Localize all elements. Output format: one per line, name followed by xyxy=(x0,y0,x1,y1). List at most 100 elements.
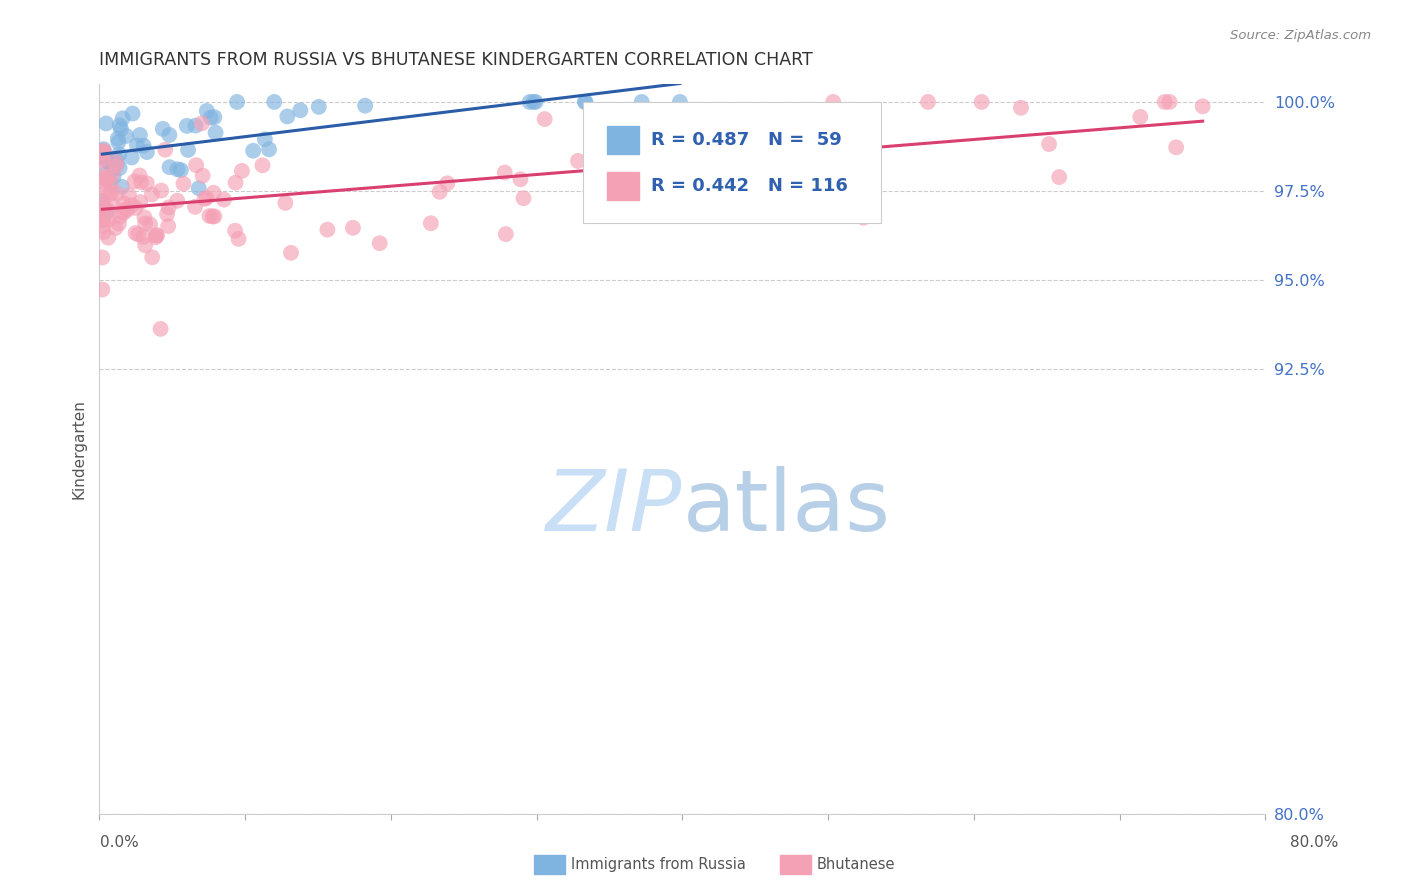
Point xyxy=(257,142,280,156)
Point xyxy=(96,172,118,186)
Point xyxy=(114,202,136,217)
Point xyxy=(93,211,115,226)
Point xyxy=(115,202,138,217)
Point xyxy=(651,172,673,186)
Text: IMMIGRANTS FROM RUSSIA VS BHUTANESE KINDERGARTEN CORRELATION CHART: IMMIGRANTS FROM RUSSIA VS BHUTANESE KIND… xyxy=(100,51,813,69)
Point xyxy=(231,164,253,178)
Point xyxy=(115,128,138,143)
Point xyxy=(669,95,692,109)
Text: ZIP: ZIP xyxy=(546,467,682,549)
Point xyxy=(91,219,114,234)
Point xyxy=(253,132,276,146)
Point xyxy=(224,224,246,238)
Point xyxy=(132,138,155,153)
Point xyxy=(252,158,274,172)
Point xyxy=(228,232,250,246)
Point xyxy=(159,160,181,174)
Point xyxy=(166,162,188,177)
Point xyxy=(98,174,121,188)
Point xyxy=(263,95,285,109)
Point xyxy=(98,212,121,227)
Text: Bhutanese: Bhutanese xyxy=(817,857,896,871)
Point xyxy=(195,103,218,118)
Point xyxy=(145,228,167,243)
Point xyxy=(124,201,146,215)
Point xyxy=(96,165,118,179)
Point xyxy=(204,209,226,223)
Point xyxy=(172,177,194,191)
Point xyxy=(103,169,125,184)
Point xyxy=(194,192,217,206)
Point xyxy=(494,165,516,179)
Point xyxy=(101,158,124,172)
Point xyxy=(135,176,157,190)
Point xyxy=(107,135,129,149)
Point xyxy=(592,186,614,201)
Point xyxy=(429,185,451,199)
Point xyxy=(112,206,135,220)
Point xyxy=(574,95,596,109)
Point xyxy=(519,95,541,109)
Point xyxy=(97,155,120,169)
Point xyxy=(135,145,157,160)
Point xyxy=(104,159,127,173)
Point xyxy=(1010,101,1032,115)
Point xyxy=(129,195,152,210)
Point xyxy=(139,218,162,232)
Point xyxy=(155,143,177,157)
Point xyxy=(198,209,221,223)
Point xyxy=(105,153,128,167)
Point xyxy=(96,169,118,184)
Point xyxy=(108,119,131,133)
Point xyxy=(184,119,207,133)
Point xyxy=(290,103,312,118)
Point xyxy=(100,186,122,200)
Point xyxy=(125,138,148,153)
Point xyxy=(730,157,752,171)
Point xyxy=(225,176,247,190)
Point xyxy=(91,194,114,209)
Point xyxy=(91,170,114,185)
Point xyxy=(91,144,114,158)
Point xyxy=(96,204,118,219)
Point xyxy=(184,158,207,172)
Point xyxy=(124,226,146,240)
Point xyxy=(1153,95,1175,109)
Point xyxy=(134,217,156,231)
Point xyxy=(630,95,652,109)
Point xyxy=(118,188,141,202)
Point xyxy=(91,145,114,159)
Point xyxy=(202,186,225,200)
Point xyxy=(121,151,143,165)
Point xyxy=(495,227,517,241)
Point xyxy=(101,167,124,181)
Point xyxy=(1047,169,1070,184)
Point xyxy=(104,221,127,235)
Point xyxy=(127,227,149,242)
Point xyxy=(839,133,862,147)
Point xyxy=(524,95,547,109)
Text: R = 0.442   N = 116: R = 0.442 N = 116 xyxy=(651,177,848,194)
Point xyxy=(108,147,131,161)
Point xyxy=(94,116,117,130)
Point xyxy=(1191,99,1213,113)
Point xyxy=(121,198,143,212)
Point xyxy=(91,209,114,223)
Point xyxy=(108,217,131,231)
Point xyxy=(91,198,114,212)
Text: Source: ZipAtlas.com: Source: ZipAtlas.com xyxy=(1230,29,1371,43)
Point xyxy=(191,116,214,130)
Point xyxy=(97,230,120,244)
Point xyxy=(112,196,135,211)
Point xyxy=(93,142,115,156)
Point xyxy=(157,200,180,214)
Point xyxy=(91,283,114,297)
Point xyxy=(316,222,339,236)
Point xyxy=(100,177,122,191)
Point xyxy=(107,131,129,145)
Point xyxy=(354,98,377,112)
Point xyxy=(226,95,249,109)
Point xyxy=(96,202,118,216)
Point xyxy=(101,199,124,213)
Point xyxy=(91,251,114,265)
